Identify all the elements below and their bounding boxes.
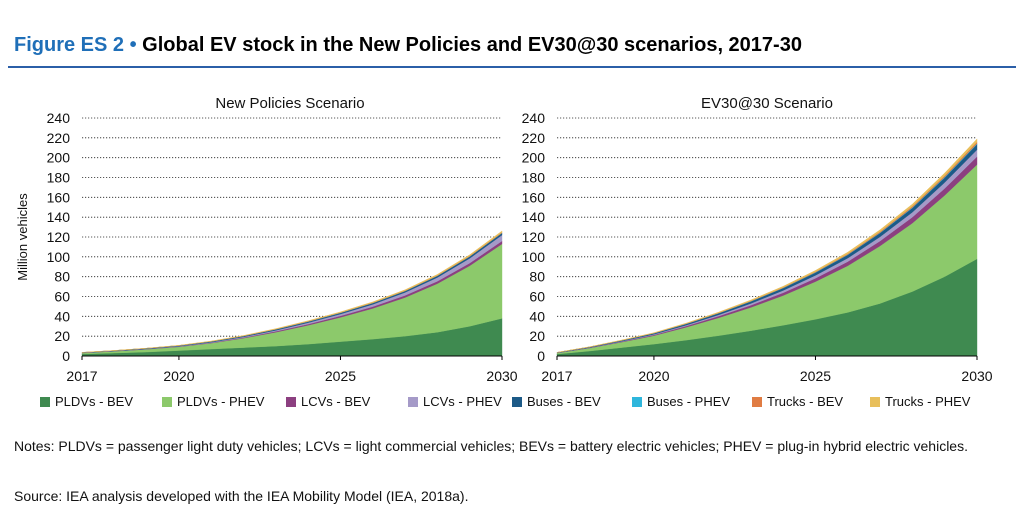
figure-title: Figure ES 2 • Global EV stock in the New…	[14, 34, 802, 57]
legend-item-pldvs-phev: PLDVs - PHEV	[162, 394, 264, 409]
y-tick-label: 20	[529, 328, 545, 344]
y-tick-label: 100	[522, 249, 546, 265]
y-tick-label: 20	[54, 328, 70, 344]
y-tick-label: 80	[54, 269, 70, 285]
y-tick-label: 220	[522, 130, 546, 146]
y-tick-label: 220	[47, 130, 71, 146]
x-tick-label: 2017	[66, 368, 97, 384]
legend-item-buses-bev: Buses - BEV	[512, 394, 601, 409]
x-tick-label: 2030	[486, 368, 517, 384]
y-tick-label: 160	[47, 189, 71, 205]
panel-title: New Policies Scenario	[215, 95, 364, 112]
figure-bullet: •	[129, 34, 137, 56]
legend-label: LCVs - PHEV	[423, 394, 502, 409]
legend-swatch	[512, 396, 522, 407]
y-tick-label: 200	[522, 150, 546, 166]
legend-item-lcvs-phev: LCVs - PHEV	[408, 394, 502, 409]
x-tick-label: 2025	[800, 368, 831, 384]
figure-source: Source: IEA analysis developed with the …	[14, 488, 469, 504]
legend-swatch	[870, 396, 880, 407]
legend-item-lcvs-bev: LCVs - BEV	[286, 394, 370, 409]
y-tick-label: 120	[522, 229, 546, 245]
y-tick-label: 60	[54, 289, 70, 305]
y-tick-label: 0	[62, 348, 70, 364]
x-tick-label: 2025	[325, 368, 356, 384]
y-tick-label: 200	[47, 150, 71, 166]
figure-title-text: Global EV stock in the New Policies and …	[142, 34, 802, 56]
legend-label: Buses - BEV	[527, 394, 601, 409]
ev-stock-charts: New Policies Scenario Million vehicles 0 20…	[15, 95, 993, 384]
legend-item-trucks-phev: Trucks - PHEV	[870, 394, 970, 409]
y-tick-label: 40	[54, 308, 70, 324]
legend-label: Trucks - BEV	[767, 394, 844, 409]
legend-label: Trucks - PHEV	[885, 394, 971, 409]
x-tick-label: 2020	[163, 368, 194, 384]
y-tick-label: 0	[537, 348, 545, 364]
y-tick-label: 100	[47, 249, 71, 265]
legend-item-buses-phev: Buses - PHEV	[632, 394, 730, 409]
y-tick-label: 120	[47, 229, 71, 245]
y-tick-label: 240	[47, 110, 71, 126]
figure-notes: Notes: PLDVs = passenger light duty vehi…	[14, 438, 968, 454]
y-tick-label: 180	[47, 170, 71, 186]
legend-swatch	[752, 396, 762, 407]
chart-legend: PLDVs - BEV PLDVs - PHEV LCVs - BEV LCVs - …	[40, 394, 1000, 412]
y-tick-label: 80	[529, 269, 545, 285]
y-tick-label: 40	[529, 308, 545, 324]
area-trucks-phev	[556, 138, 978, 353]
figure-label: Figure ES 2	[14, 34, 125, 56]
y-tick-label: 60	[529, 289, 545, 305]
area-trucks-phev	[81, 230, 503, 353]
x-tick-label: 2030	[961, 368, 992, 384]
y-axis-label: Million vehicles	[15, 193, 30, 281]
legend-item-trucks-bev: Trucks - BEV	[752, 394, 843, 409]
legend-label: Buses - PHEV	[647, 394, 731, 409]
y-tick-label: 140	[522, 209, 546, 225]
legend-item-pldvs-bev: PLDVs - BEV	[40, 394, 133, 409]
chart-panel-1: New Policies Scenario Million vehicles 0 20…	[15, 95, 518, 384]
legend-label: PLDVs - PHEV	[177, 394, 265, 409]
y-tick-label: 160	[522, 189, 546, 205]
chart-panel-2: EV30@30 Scenario 0 20 40 60 80 100 120 140 160 180…	[522, 95, 993, 384]
legend-swatch	[40, 396, 50, 407]
legend-swatch	[632, 396, 642, 407]
legend-label: LCVs - BEV	[301, 394, 371, 409]
legend-swatch	[286, 396, 296, 407]
x-tick-label: 2020	[638, 368, 669, 384]
x-tick-label: 2017	[541, 368, 572, 384]
y-tick-label: 140	[47, 209, 71, 225]
y-tick-label: 240	[522, 110, 546, 126]
legend-label: PLDVs - BEV	[55, 394, 134, 409]
legend-swatch	[162, 396, 172, 407]
legend-swatch	[408, 396, 418, 407]
title-rule	[8, 66, 1016, 68]
y-tick-label: 180	[522, 170, 546, 186]
panel-title: EV30@30 Scenario	[701, 95, 833, 112]
